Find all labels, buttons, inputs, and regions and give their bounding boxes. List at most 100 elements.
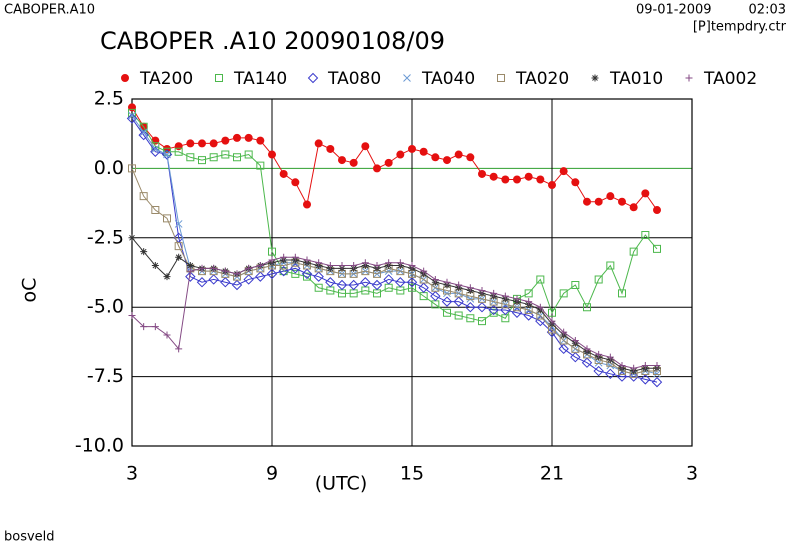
x-tick-label: 15 [400, 463, 424, 485]
marker [560, 328, 568, 336]
marker [326, 144, 335, 153]
marker [268, 150, 276, 159]
marker [640, 374, 651, 385]
marker [548, 308, 556, 317]
marker [594, 275, 603, 284]
marker [396, 259, 404, 267]
marker [490, 289, 498, 297]
marker [175, 253, 183, 261]
marker [605, 368, 616, 380]
site-label: bosveld [4, 530, 55, 545]
marker [559, 336, 568, 345]
marker [408, 269, 416, 278]
marker [408, 262, 416, 270]
marker [196, 277, 208, 288]
marker [384, 158, 393, 167]
marker [431, 275, 439, 283]
marker [291, 178, 300, 187]
marker [641, 231, 650, 240]
marker [419, 292, 428, 301]
marker [373, 164, 381, 173]
marker [489, 308, 498, 317]
marker [430, 290, 441, 302]
legend-marker [403, 74, 411, 82]
series [128, 253, 661, 372]
legend-label: TA140 [233, 69, 287, 89]
marker [338, 156, 346, 165]
marker [244, 150, 253, 159]
marker [524, 305, 533, 314]
marker [396, 150, 405, 159]
marker [349, 158, 358, 167]
marker [571, 344, 580, 353]
marker [314, 283, 323, 292]
marker [221, 150, 230, 159]
legend-label: TA040 [421, 69, 475, 89]
marker [140, 323, 148, 331]
legend-marker [497, 74, 505, 82]
marker [511, 307, 523, 318]
marker [325, 277, 336, 288]
legend-label: TA200 [139, 69, 193, 89]
marker [175, 345, 183, 353]
marker [371, 279, 383, 291]
marker [524, 289, 533, 298]
marker [279, 169, 288, 178]
legend-marker [121, 74, 129, 82]
marker [513, 295, 521, 303]
marker [408, 144, 416, 153]
marker [163, 273, 171, 281]
station-label: CABOPER.A10 [4, 3, 95, 18]
marker [513, 303, 521, 312]
marker [384, 283, 393, 292]
marker [431, 283, 440, 292]
series-line [131, 118, 658, 383]
series [126, 113, 663, 388]
marker [361, 286, 370, 295]
marker [278, 265, 289, 277]
marker [536, 303, 544, 311]
marker [186, 262, 194, 270]
marker [418, 282, 429, 293]
marker [139, 128, 148, 137]
marker [186, 139, 195, 148]
legend-marker [307, 72, 319, 84]
marker [185, 271, 196, 282]
marker [478, 169, 486, 178]
x-tick-label: 9 [266, 463, 278, 485]
marker [478, 317, 486, 326]
marker [466, 292, 475, 301]
marker [396, 267, 405, 276]
x-tick-label: 3 [686, 463, 698, 485]
marker [606, 353, 614, 361]
chart-title: CABOPER .A10 20090108/09 [100, 27, 445, 55]
marker [361, 142, 370, 151]
marker [443, 278, 451, 286]
marker [419, 147, 428, 156]
marker [373, 262, 381, 270]
marker [128, 164, 136, 173]
marker [315, 259, 323, 267]
marker [501, 292, 509, 300]
marker [583, 345, 591, 353]
marker [256, 161, 265, 170]
marker [338, 269, 346, 278]
marker [210, 264, 218, 272]
marker [268, 256, 276, 264]
marker [266, 268, 278, 280]
marker [174, 147, 183, 156]
marker [126, 113, 138, 124]
x-tick-label: 3 [126, 463, 138, 485]
marker [326, 286, 335, 295]
plot-frame [131, 98, 693, 447]
marker [618, 197, 626, 206]
marker [163, 150, 171, 159]
marker [454, 311, 463, 320]
marker [360, 277, 371, 288]
legend-label: TA080 [327, 69, 381, 89]
marker [198, 156, 206, 165]
marker [653, 206, 661, 215]
marker [268, 247, 276, 256]
marker [174, 220, 183, 228]
